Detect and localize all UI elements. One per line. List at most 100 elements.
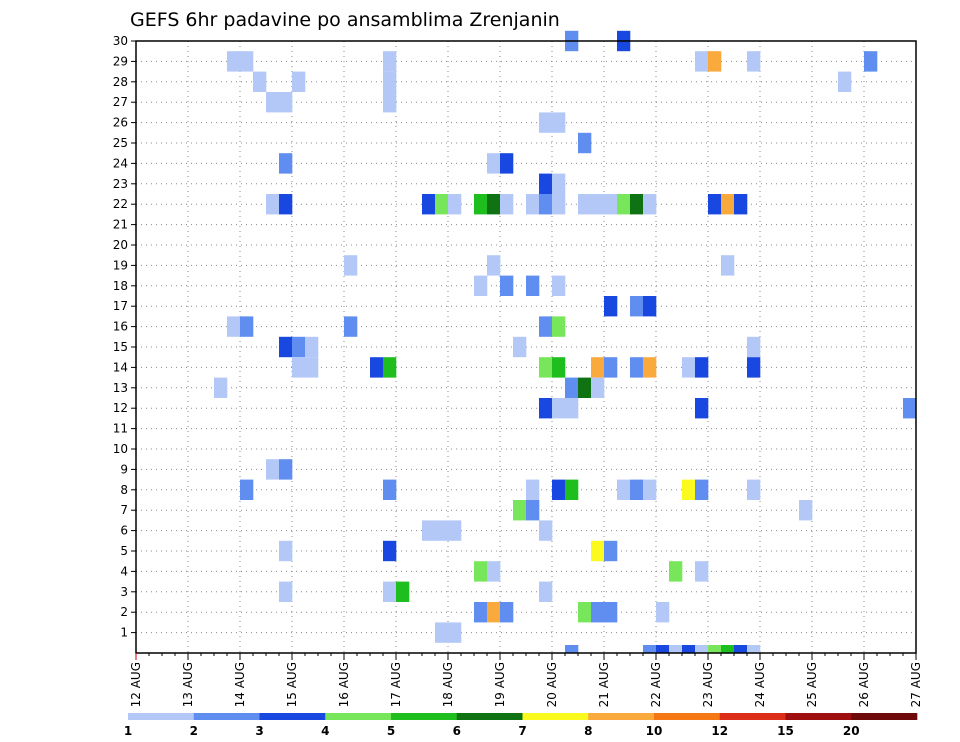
precip-cell xyxy=(604,540,618,562)
y-tick-label: 27 xyxy=(113,95,128,109)
y-tick-label: 6 xyxy=(120,524,128,538)
precip-cell xyxy=(305,336,319,358)
colorbar-label: 1 xyxy=(124,724,132,738)
precip-cell xyxy=(695,51,709,72)
colorbar-segment xyxy=(654,713,721,720)
colorbar-segment xyxy=(391,713,458,720)
precip-cell xyxy=(279,459,293,480)
precip-cell xyxy=(695,645,709,653)
precip-cell xyxy=(526,194,540,215)
y-tick-label: 3 xyxy=(120,585,128,599)
precip-cell xyxy=(513,336,527,358)
precip-cell xyxy=(396,581,410,602)
y-tick-label: 18 xyxy=(113,279,128,293)
precip-cell xyxy=(474,275,488,296)
precip-cell xyxy=(630,357,644,378)
precip-cell xyxy=(721,194,735,215)
chart-title: GEFS 6hr padavine po ansamblima Zrenjani… xyxy=(130,9,560,31)
precip-cell xyxy=(487,255,501,276)
precip-cell xyxy=(695,561,709,582)
precip-cell xyxy=(643,194,657,215)
precip-cell xyxy=(474,602,488,623)
colorbar-label: 10 xyxy=(646,724,663,738)
precip-cell xyxy=(266,92,280,113)
precip-cell xyxy=(695,398,709,419)
precip-cell xyxy=(552,194,566,215)
y-tick-label: 30 xyxy=(113,34,128,48)
colorbar-label: 15 xyxy=(777,724,794,738)
precip-cell xyxy=(721,645,735,653)
y-tick-label: 1 xyxy=(120,626,128,640)
x-tick-label: 15 AUG xyxy=(285,662,299,707)
precip-cell xyxy=(487,561,501,582)
precip-cell xyxy=(422,520,436,541)
colorbar-segment xyxy=(851,713,918,720)
precip-cell xyxy=(552,112,566,133)
x-tick-label: 14 AUG xyxy=(233,662,247,707)
precip-cell xyxy=(383,479,397,500)
precip-cell xyxy=(604,296,618,317)
colorbar-label: 12 xyxy=(711,724,728,738)
precip-cell xyxy=(487,602,501,623)
y-tick-label: 14 xyxy=(113,360,128,374)
precip-cell xyxy=(747,357,761,378)
precip-cell xyxy=(708,51,722,72)
x-tick-label: 18 AUG xyxy=(441,662,455,707)
precip-cell xyxy=(240,316,254,337)
precip-cell xyxy=(695,479,709,500)
precip-cell xyxy=(240,479,254,500)
precip-cell xyxy=(591,194,605,215)
colorbar-segment xyxy=(193,713,260,720)
colorbar-label: 2 xyxy=(190,724,198,738)
precip-cell xyxy=(604,194,618,215)
colorbar-segment xyxy=(785,713,852,720)
precip-cell xyxy=(864,51,878,72)
precip-cell xyxy=(500,194,514,215)
precip-cell xyxy=(838,71,852,92)
precip-cell xyxy=(526,479,540,500)
y-tick-label: 10 xyxy=(113,442,128,456)
y-tick-label: 12 xyxy=(113,401,128,415)
precip-cell xyxy=(279,153,293,174)
precip-cell xyxy=(734,194,748,215)
y-tick-label: 5 xyxy=(120,544,128,558)
colorbar-label: 8 xyxy=(584,724,592,738)
precip-cell xyxy=(266,194,280,215)
x-tick-label: 17 AUG xyxy=(389,662,403,707)
y-tick-label: 9 xyxy=(120,462,128,476)
precip-cell xyxy=(227,316,241,337)
precip-cell xyxy=(591,357,605,378)
colorbar-segment xyxy=(719,713,786,720)
precip-cell xyxy=(292,71,306,92)
colorbar-segment xyxy=(325,713,392,720)
precip-cell xyxy=(552,479,566,500)
y-tick-label: 11 xyxy=(113,422,128,436)
precip-cell xyxy=(747,645,761,653)
precip-cell xyxy=(526,275,540,296)
precip-cell xyxy=(643,296,657,317)
precip-cell xyxy=(279,194,293,215)
y-tick-label: 26 xyxy=(113,116,128,130)
precip-cell xyxy=(448,622,462,643)
y-tick-label: 19 xyxy=(113,258,128,272)
x-tick-label: 25 AUG xyxy=(805,662,819,707)
y-tick-label: 21 xyxy=(113,218,128,232)
colorbar-label: 20 xyxy=(843,724,860,738)
colorbar: 1 2 3 4 5 6 7 8 10 12 15 20 xyxy=(124,713,918,738)
precip-cell xyxy=(552,173,566,194)
precip-cell xyxy=(747,51,761,72)
precip-cell xyxy=(604,357,618,378)
precip-cell xyxy=(552,275,566,296)
precip-cell xyxy=(435,194,449,215)
precip-cell xyxy=(708,645,722,653)
precip-cell xyxy=(500,602,514,623)
precip-cell xyxy=(539,173,553,194)
precip-cell xyxy=(682,645,696,653)
colorbar-label: 7 xyxy=(518,724,526,738)
y-tick-label: 25 xyxy=(113,136,128,150)
precip-cell xyxy=(383,51,397,72)
precip-cell xyxy=(383,71,397,92)
precip-cell xyxy=(526,500,540,521)
precip-cell xyxy=(279,336,293,358)
